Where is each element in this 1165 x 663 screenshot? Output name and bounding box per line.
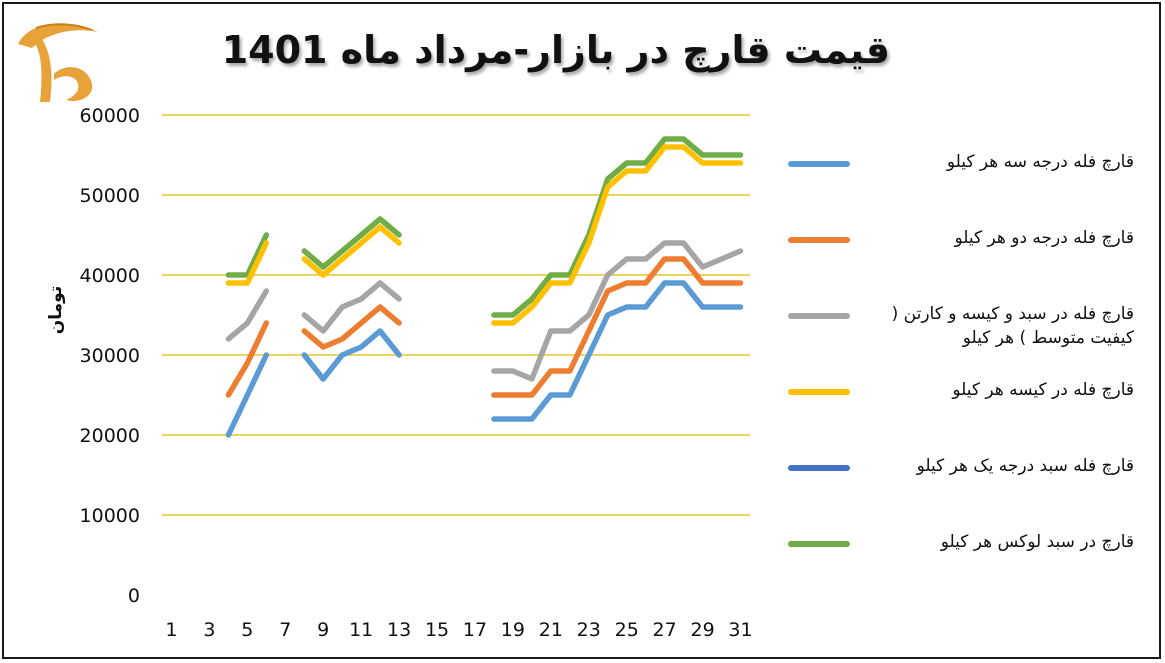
y-tick-label: 30000: [80, 345, 140, 367]
x-tick-label: 7: [279, 619, 291, 641]
x-tick-label: 15: [425, 619, 449, 641]
series-line-1: [225, 352, 270, 438]
x-tick-label: 3: [203, 619, 215, 641]
x-tick-label: 27: [653, 619, 677, 641]
series-line-6: [301, 216, 402, 270]
legend-item-3: قارچ فله در سبد و کیسه و کارتن ( کیفیت م…: [780, 302, 1140, 350]
x-tick-label: 13: [387, 619, 411, 641]
mushroom-logo-icon: [18, 23, 98, 102]
legend-label: قارچ در سبد لوکس هر کیلو: [940, 532, 1134, 552]
series-line-4: [225, 240, 270, 286]
y-tick-label: 50000: [80, 185, 140, 207]
series-line-4: [301, 224, 402, 278]
x-tick-label: 5: [241, 619, 253, 641]
x-tick-label: 21: [539, 619, 563, 641]
series-line-6: [225, 232, 270, 278]
x-tick-label: 25: [615, 619, 639, 641]
legend-label: قارچ فله درجه سه هر کیلو: [946, 152, 1134, 172]
y-tick-label: 10000: [80, 505, 140, 527]
x-tick-label: 19: [501, 619, 525, 641]
series-line-1: [491, 280, 744, 422]
legend-swatch: [788, 161, 850, 167]
series-line-2: [301, 304, 402, 350]
legend-swatch: [788, 389, 850, 395]
x-tick-label: 29: [690, 619, 714, 641]
legend-swatch: [788, 237, 850, 243]
x-tick-label: 11: [349, 619, 373, 641]
legend-item-5: قارچ فله سبد درجه یک هر کیلو: [780, 454, 1140, 478]
legend-item-2: قارچ فله درجه دو هر کیلو: [780, 226, 1140, 250]
y-tick-label: 20000: [80, 425, 140, 447]
legend-swatch: [788, 313, 850, 319]
legend-label: قارچ فله سبد درجه یک هر کیلو: [916, 456, 1134, 476]
x-tick-label: 9: [317, 619, 329, 641]
series-line-3: [225, 288, 270, 342]
legend-swatch: [788, 541, 850, 547]
series-line-6: [491, 136, 744, 318]
x-tick-label: 23: [577, 619, 601, 641]
legend-item-4: قارچ فله در کیسه هر کیلو: [780, 378, 1140, 402]
y-axis-label: تومان: [46, 285, 66, 335]
legend-label: قارچ فله در سبد و کیسه و کارتن ( کیفیت م…: [891, 304, 1134, 348]
series-line-3: [491, 240, 744, 382]
legend-swatch: [788, 465, 850, 471]
x-tick-label: 1: [165, 619, 177, 641]
legend-label: قارچ فله درجه دو هر کیلو: [954, 228, 1134, 248]
y-tick-label: 0: [128, 585, 140, 607]
legend-label: قارچ فله در کیسه هر کیلو: [952, 380, 1134, 400]
legend-item-6: قارچ در سبد لوکس هر کیلو: [780, 530, 1140, 554]
y-tick-label: 60000: [80, 105, 140, 127]
series-line-2: [491, 256, 744, 398]
chart-title: قیمت قارچ در بازار-مرداد ماه 1401: [221, 28, 890, 72]
x-tick-label: 17: [463, 619, 487, 641]
legend-item-1: قارچ فله درجه سه هر کیلو: [780, 150, 1140, 174]
series-line-1: [301, 328, 402, 382]
series-line-4: [491, 144, 744, 326]
x-tick-label: 31: [728, 619, 752, 641]
series-line-2: [225, 320, 270, 398]
series-line-3: [301, 280, 402, 334]
y-tick-label: 40000: [80, 265, 140, 287]
